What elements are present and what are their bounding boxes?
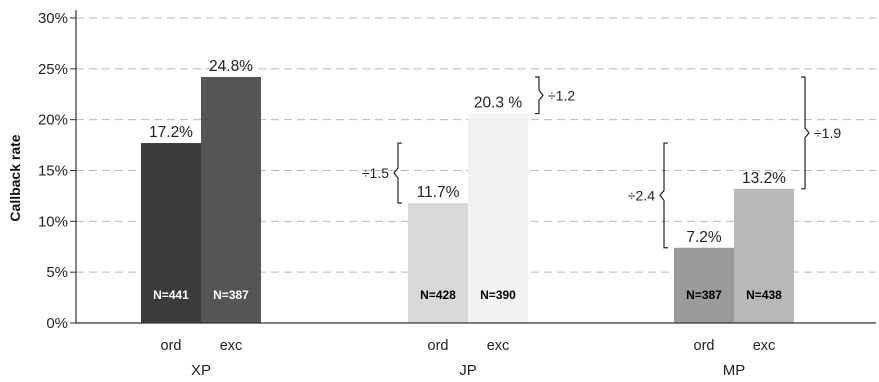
sample-size-label: N=390 [480, 288, 516, 302]
y-tick-label: 10% [38, 213, 68, 230]
x-group-label: JP [459, 362, 477, 379]
sample-size-label: N=387 [686, 288, 722, 302]
x-category-label: ord [428, 338, 449, 354]
ratio-brace [801, 76, 810, 190]
ratio-brace [393, 142, 402, 204]
bar-xp-ord [141, 143, 201, 323]
y-tick-label: 0% [46, 315, 68, 332]
y-tick-label: 15% [38, 163, 68, 180]
bar-jp-ord [408, 203, 468, 323]
bar-mp-ord [674, 247, 734, 323]
x-category-label: exc [487, 338, 510, 354]
data-label: 17.2% [149, 124, 193, 141]
data-label: 11.7% [417, 184, 460, 201]
ratio-label: ÷1.2 [548, 87, 575, 103]
x-category-label: exc [220, 338, 243, 354]
x-category-label: exc [753, 338, 776, 354]
x-axis: ord exc XP ord exc JP ord exc MP [76, 322, 876, 379]
bars: 17.2% N=441 24.8% N=387 11.7% N=428 20.3 % N=39… [141, 58, 794, 323]
y-axis: 0% 5% 10% 15% 20% 25% 30% [38, 10, 77, 332]
sample-size-label: N=387 [213, 288, 249, 302]
ratio-label: ÷2.4 [628, 187, 655, 203]
sample-size-label: N=438 [746, 288, 782, 302]
y-tick-label: 20% [38, 112, 68, 129]
y-tick-label: 5% [46, 264, 68, 281]
y-axis-label: Callback rate [7, 134, 23, 221]
ratio-brace [535, 76, 544, 115]
x-group-label: MP [723, 362, 746, 379]
sample-size-label: N=428 [420, 288, 456, 302]
ratio-label: ÷1.9 [814, 125, 841, 141]
ratio-brace [659, 142, 668, 249]
bar-mp-exc [734, 188, 794, 323]
bar-xp-exc [201, 76, 261, 323]
data-label: 13.2% [742, 170, 786, 187]
data-label: 7.2% [686, 229, 722, 246]
data-label: 20.3 % [474, 95, 522, 112]
x-group-label: XP [191, 362, 211, 379]
sample-size-label: N=441 [153, 288, 189, 302]
x-category-label: ord [161, 338, 182, 354]
ratio-label: ÷1.5 [362, 165, 389, 181]
bar-jp-exc [468, 113, 528, 323]
data-label: 24.8% [209, 58, 253, 75]
y-tick-label: 25% [38, 61, 68, 78]
ratio-annotations: ÷1.2 ÷1.9 ÷1.5 ÷2.4 [362, 76, 841, 249]
x-category-label: ord [694, 338, 715, 354]
y-tick-label: 30% [38, 10, 68, 27]
